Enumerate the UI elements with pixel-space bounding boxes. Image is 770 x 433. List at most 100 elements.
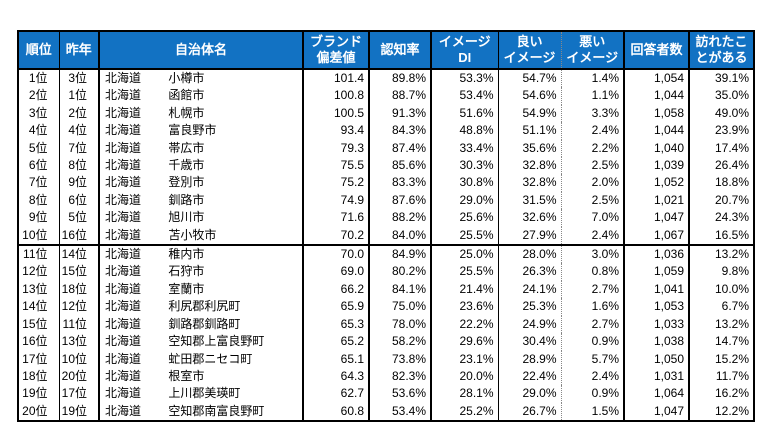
prefecture-label: 北海道 bbox=[105, 334, 142, 349]
table-row: 9位 5位 北海道 旭川市 71.6 88.2% 25.6% 32.6% 7.0… bbox=[18, 209, 754, 227]
cell-bad-image: 1.5% bbox=[560, 402, 624, 422]
municipality-name: 空知郡南富良野町 bbox=[168, 403, 265, 418]
cell-rank: 19位 bbox=[22, 386, 48, 401]
cell-recognition: 80.2% bbox=[368, 263, 431, 281]
table-header: 順位 昨年 自治体名 ブランド 偏差値 認知率 イメージ DI 良い イメージ … bbox=[18, 31, 754, 70]
prefecture-label: 北海道 bbox=[105, 140, 142, 155]
cell-visited: 15.2% bbox=[688, 350, 754, 368]
cell-rank: 1位 bbox=[28, 71, 48, 85]
prefecture-label: 北海道 bbox=[105, 227, 142, 242]
table-row: 7位 9位 北海道 登別市 75.2 83.3% 30.8% 32.8% 2.0… bbox=[18, 174, 754, 192]
municipality-name: 旭川市 bbox=[168, 210, 205, 225]
cell-visited: 13.2% bbox=[688, 315, 754, 334]
cell-good-image: 24.9% bbox=[497, 315, 561, 334]
cell-respondents: 1,047 bbox=[623, 209, 689, 227]
cell-bad-image: 2.4% bbox=[560, 122, 624, 140]
cell-brand-score: 70.2 bbox=[302, 226, 369, 247]
cell-recognition: 87.4% bbox=[368, 139, 431, 158]
col-header-good-image: 良い イメージ bbox=[497, 31, 561, 70]
cell-good-image: 54.9% bbox=[497, 104, 561, 123]
cell-rank: 3位 bbox=[28, 105, 48, 120]
table-row: 13位 18位 北海道 室蘭市 66.2 84.1% 21.4% 24.1% 2… bbox=[18, 280, 754, 299]
cell-respondents: 1,033 bbox=[623, 315, 689, 334]
table-row: 12位 15位 北海道 石狩市 69.0 80.2% 25.5% 26.3% 0… bbox=[18, 263, 754, 281]
municipality-name: 室蘭市 bbox=[168, 281, 205, 296]
cell-rank: 18位 bbox=[22, 368, 48, 383]
cell-last-year: 11位 bbox=[58, 315, 99, 334]
table-row: 10位 16位 北海道 苫小牧市 70.2 84.0% 25.5% 27.9% … bbox=[18, 226, 754, 247]
cell-bad-image: 7.0% bbox=[560, 209, 624, 227]
table-row: 8位 6位 北海道 釧路市 74.9 87.6% 29.0% 31.5% 2.5… bbox=[18, 191, 754, 210]
cell-municipality: 北海道 釧路市 bbox=[98, 191, 303, 210]
cell-visited: 16.2% bbox=[688, 385, 754, 403]
cell-recognition: 83.3% bbox=[368, 174, 431, 192]
cell-municipality: 北海道 函館市 bbox=[98, 87, 303, 105]
cell-good-image: 26.7% bbox=[497, 402, 561, 422]
cell-visited: 26.4% bbox=[688, 157, 754, 175]
cell-good-image: 28.0% bbox=[497, 245, 561, 264]
cell-rank: 16位 bbox=[22, 334, 48, 349]
cell-visited: 11.7% bbox=[688, 367, 754, 386]
col-header-visited: 訪れたこ とがある bbox=[688, 31, 754, 70]
municipality-ranking-table: 順位 昨年 自治体名 ブランド 偏差値 認知率 イメージ DI 良い イメージ … bbox=[17, 30, 755, 423]
cell-recognition: 87.6% bbox=[368, 191, 431, 210]
cell-last-year: 19位 bbox=[58, 402, 99, 422]
cell-bad-image: 1.6% bbox=[560, 298, 624, 316]
table-row: 15位 11位 北海道 釧路郡釧路町 65.3 78.0% 22.2% 24.9… bbox=[18, 315, 754, 334]
table-body: 1位 3位 北海道 小樽市 101.4 89.8% 53.3% 54.7% 1.… bbox=[18, 69, 754, 422]
cell-municipality: 北海道 石狩市 bbox=[98, 263, 303, 281]
col-header-recognition: 認知率 bbox=[368, 31, 431, 70]
cell-brand-score: 75.5 bbox=[302, 157, 369, 175]
cell-last-year: 18位 bbox=[58, 280, 99, 299]
cell-brand-score: 62.7 bbox=[302, 385, 369, 403]
municipality-name: 上川郡美瑛町 bbox=[168, 386, 241, 401]
cell-municipality: 北海道 空知郡上富良野町 bbox=[98, 333, 303, 351]
cell-brand-score: 65.9 bbox=[302, 298, 369, 316]
cell-brand-score: 66.2 bbox=[302, 280, 369, 299]
cell-good-image: 25.3% bbox=[497, 298, 561, 316]
cell-last-year: 16位 bbox=[58, 226, 99, 247]
cell-respondents: 1,021 bbox=[623, 191, 689, 210]
cell-image-di: 21.4% bbox=[430, 280, 498, 299]
cell-respondents: 1,050 bbox=[623, 350, 689, 368]
cell-respondents: 1,039 bbox=[623, 157, 689, 175]
cell-respondents: 1,058 bbox=[623, 104, 689, 123]
municipality-name: 稚内市 bbox=[168, 247, 205, 262]
table-row: 18位 20位 北海道 根室市 64.3 82.3% 20.0% 22.4% 2… bbox=[18, 367, 754, 386]
municipality-name: 小樽市 bbox=[168, 71, 205, 85]
cell-last-year: 9位 bbox=[58, 174, 99, 192]
cell-municipality: 北海道 稚内市 bbox=[98, 245, 303, 264]
cell-recognition: 88.2% bbox=[368, 209, 431, 227]
cell-visited: 18.8% bbox=[688, 174, 754, 192]
table-row: 1位 3位 北海道 小樽市 101.4 89.8% 53.3% 54.7% 1.… bbox=[18, 69, 754, 88]
cell-recognition: 84.9% bbox=[368, 245, 431, 264]
cell-rank: 17位 bbox=[22, 351, 48, 366]
cell-image-di: 25.5% bbox=[430, 263, 498, 281]
cell-respondents: 1,059 bbox=[623, 263, 689, 281]
cell-rank: 20位 bbox=[22, 403, 48, 418]
cell-image-di: 25.0% bbox=[430, 245, 498, 264]
col-header-bad-image: 悪い イメージ bbox=[560, 31, 624, 70]
prefecture-label: 北海道 bbox=[105, 264, 142, 279]
cell-recognition: 85.6% bbox=[368, 157, 431, 175]
col-header-rank: 順位 bbox=[18, 31, 59, 70]
prefecture-label: 北海道 bbox=[105, 105, 142, 120]
cell-image-di: 33.4% bbox=[430, 139, 498, 158]
cell-visited: 23.9% bbox=[688, 122, 754, 140]
cell-respondents: 1,044 bbox=[623, 87, 689, 105]
cell-municipality: 北海道 利尻郡利尻町 bbox=[98, 298, 303, 316]
table-row: 19位 17位 北海道 上川郡美瑛町 62.7 53.6% 28.1% 29.0… bbox=[18, 385, 754, 403]
cell-visited: 12.2% bbox=[688, 402, 754, 422]
cell-visited: 13.2% bbox=[688, 245, 754, 264]
cell-rank: 12位 bbox=[22, 264, 48, 279]
cell-rank: 15位 bbox=[22, 316, 48, 331]
cell-visited: 39.1% bbox=[688, 69, 754, 88]
cell-respondents: 1,054 bbox=[623, 69, 689, 88]
cell-brand-score: 100.8 bbox=[302, 87, 369, 105]
prefecture-label: 北海道 bbox=[105, 351, 142, 366]
cell-visited: 9.8% bbox=[688, 263, 754, 281]
prefecture-label: 北海道 bbox=[105, 247, 142, 262]
cell-bad-image: 1.4% bbox=[560, 69, 624, 88]
cell-brand-score: 74.9 bbox=[302, 191, 369, 210]
municipality-name: 根室市 bbox=[168, 368, 205, 383]
